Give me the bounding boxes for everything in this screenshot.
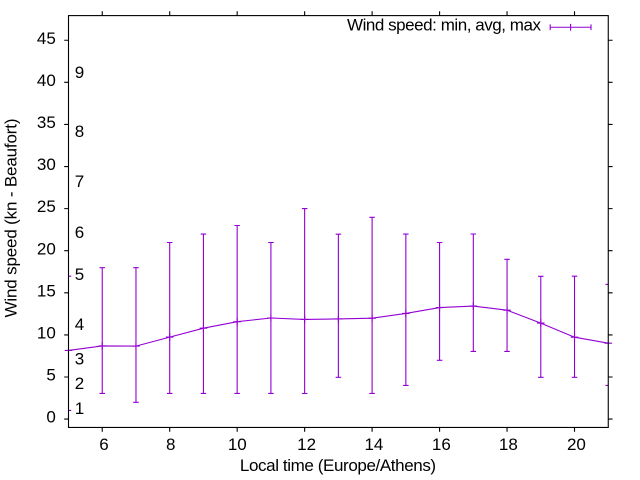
svg-text:8: 8 bbox=[166, 435, 175, 454]
svg-text:20: 20 bbox=[37, 239, 56, 258]
svg-text:14: 14 bbox=[364, 435, 383, 454]
svg-text:1: 1 bbox=[75, 399, 84, 418]
svg-text:8: 8 bbox=[75, 122, 84, 141]
svg-text:45: 45 bbox=[37, 29, 56, 48]
svg-text:18: 18 bbox=[499, 435, 518, 454]
svg-text:15: 15 bbox=[37, 281, 56, 300]
svg-text:16: 16 bbox=[432, 435, 451, 454]
svg-text:40: 40 bbox=[37, 71, 56, 90]
svg-text:9: 9 bbox=[75, 63, 84, 82]
svg-text:10: 10 bbox=[228, 435, 247, 454]
svg-text:25: 25 bbox=[37, 197, 56, 216]
svg-text:6: 6 bbox=[75, 223, 84, 242]
svg-text:35: 35 bbox=[37, 113, 56, 132]
svg-text:2: 2 bbox=[75, 374, 84, 393]
svg-text:7: 7 bbox=[75, 172, 84, 191]
svg-text:20: 20 bbox=[567, 435, 586, 454]
svg-text:5: 5 bbox=[75, 265, 84, 284]
svg-text:Wind speed (kn - Beaufort): Wind speed (kn - Beaufort) bbox=[2, 119, 21, 318]
svg-text:12: 12 bbox=[297, 435, 316, 454]
svg-text:30: 30 bbox=[37, 155, 56, 174]
svg-text:Wind speed: min, avg, max: Wind speed: min, avg, max bbox=[347, 16, 542, 35]
svg-text:3: 3 bbox=[75, 350, 84, 369]
svg-text:0: 0 bbox=[46, 408, 55, 427]
svg-text:10: 10 bbox=[37, 324, 56, 343]
svg-text:4: 4 bbox=[75, 315, 84, 334]
svg-text:Local time (Europe/Athens): Local time (Europe/Athens) bbox=[240, 456, 436, 475]
svg-text:6: 6 bbox=[99, 435, 108, 454]
svg-text:5: 5 bbox=[46, 366, 55, 385]
